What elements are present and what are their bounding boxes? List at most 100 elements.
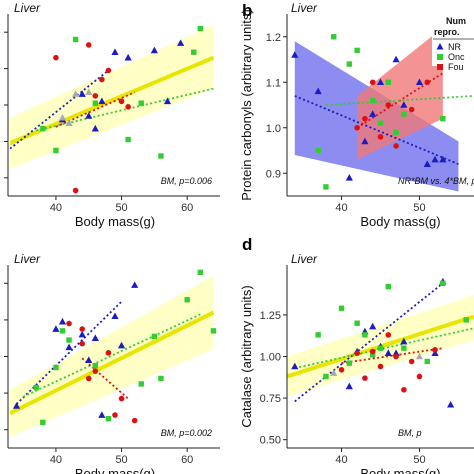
legend-label-four: Fou	[448, 62, 464, 72]
panel-a: 40 50 60 Liver Body mass(g) BM, p=0.006	[4, 1, 220, 229]
data-point-once	[125, 136, 131, 143]
x-axis-label: Body mass(g)	[75, 214, 155, 229]
x-tick-label: 50	[413, 202, 425, 214]
trend-line-overall	[10, 310, 215, 416]
panel-title: Liver	[291, 1, 318, 15]
data-point-nr	[52, 325, 60, 332]
legend-marker-nr	[436, 43, 444, 50]
x-axis-label: Body mass(g)	[360, 214, 440, 229]
data-point-four	[393, 353, 399, 360]
x-tick-label: 50	[115, 454, 127, 466]
data-point-four	[362, 375, 368, 381]
trend-line-four	[356, 72, 444, 129]
data-point-four	[416, 373, 423, 380]
y-axis-label: Catalase (arbitrary units)	[239, 285, 254, 427]
trend-line-four	[341, 347, 443, 365]
data-point-once	[370, 352, 376, 358]
plot-area	[287, 277, 474, 408]
stat-annotation: NR*BM vs. 4*BM, p	[398, 176, 474, 186]
data-point-once	[197, 25, 204, 32]
data-point-once	[210, 328, 217, 334]
data-point-nr	[384, 349, 392, 356]
x-tick-label: 50	[115, 202, 127, 214]
y-tick-label: 0.9	[266, 168, 281, 180]
data-point-four	[92, 93, 99, 99]
data-point-four	[393, 143, 399, 149]
data-point-once	[323, 373, 329, 380]
data-point-four	[112, 412, 118, 418]
data-point-once	[184, 297, 190, 303]
panel-title: Liver	[291, 252, 318, 266]
data-point-nr	[369, 322, 377, 330]
trend-line-nr	[10, 69, 109, 150]
data-point-nr	[65, 343, 73, 351]
data-point-once	[401, 345, 407, 351]
data-point-four	[432, 347, 438, 353]
data-point-once	[66, 337, 72, 343]
data-point-nr	[85, 356, 93, 363]
data-point-four	[354, 350, 360, 356]
data-point-once	[40, 419, 46, 426]
data-point-nr	[400, 101, 408, 108]
data-point-four	[79, 326, 85, 332]
data-point-once	[72, 36, 79, 43]
data-point-once	[385, 283, 391, 290]
data-point-once	[315, 332, 321, 338]
data-point-once	[385, 79, 391, 85]
data-point-nr	[124, 53, 132, 61]
data-point-nr	[111, 48, 119, 56]
data-point-four	[105, 350, 112, 356]
confidence-band-overall	[10, 24, 214, 169]
data-point-once	[92, 100, 99, 106]
data-point-once	[346, 61, 353, 67]
data-point-four	[377, 363, 384, 370]
data-point-once	[158, 153, 164, 159]
data-point-once	[393, 129, 399, 135]
data-point-four	[424, 79, 431, 86]
data-point-once	[105, 416, 112, 422]
data-point-once	[346, 360, 353, 366]
data-point-nr	[376, 78, 385, 86]
data-point-four	[362, 115, 368, 122]
data-point-once	[92, 362, 99, 369]
trend-line-once	[36, 87, 214, 132]
data-point-four	[377, 134, 384, 140]
panel-letter: d	[242, 235, 252, 254]
legend-title: Num	[446, 16, 466, 26]
data-point-once	[377, 345, 384, 351]
data-point-nr	[163, 97, 172, 105]
data-point-four	[92, 368, 99, 374]
data-point-four	[53, 54, 59, 61]
data-point-nr	[177, 39, 185, 46]
data-point-once	[401, 111, 407, 117]
trend-line-nr	[294, 282, 444, 403]
data-point-nr	[447, 400, 455, 408]
stat-annotation: BM, p=0.002	[161, 428, 212, 438]
data-point-nr	[361, 137, 369, 145]
data-point-nr	[98, 97, 106, 105]
data-point-nr	[131, 281, 139, 288]
data-point-four	[85, 42, 92, 48]
data-point-four	[354, 124, 360, 131]
data-point-grey	[72, 90, 80, 97]
data-point-once	[197, 269, 204, 276]
y-tick-label: 0.75	[260, 393, 281, 405]
data-point-nr	[111, 312, 119, 320]
y-tick-label: 1.1	[266, 77, 281, 89]
data-point-nr	[423, 160, 431, 167]
data-point-nr	[314, 87, 322, 95]
x-tick-label: 40	[335, 454, 347, 466]
data-point-nr	[78, 90, 86, 97]
data-point-four	[72, 187, 79, 194]
data-point-nr	[98, 411, 106, 418]
data-point-grey	[85, 88, 93, 96]
data-point-once	[440, 115, 446, 122]
x-axis-label: Body mass(g)	[75, 466, 155, 474]
data-point-once	[53, 364, 59, 371]
data-point-four	[118, 395, 125, 402]
trend-line-once	[22, 313, 201, 398]
data-point-four	[385, 102, 392, 108]
data-point-once	[40, 125, 46, 132]
data-point-nr	[345, 382, 353, 390]
